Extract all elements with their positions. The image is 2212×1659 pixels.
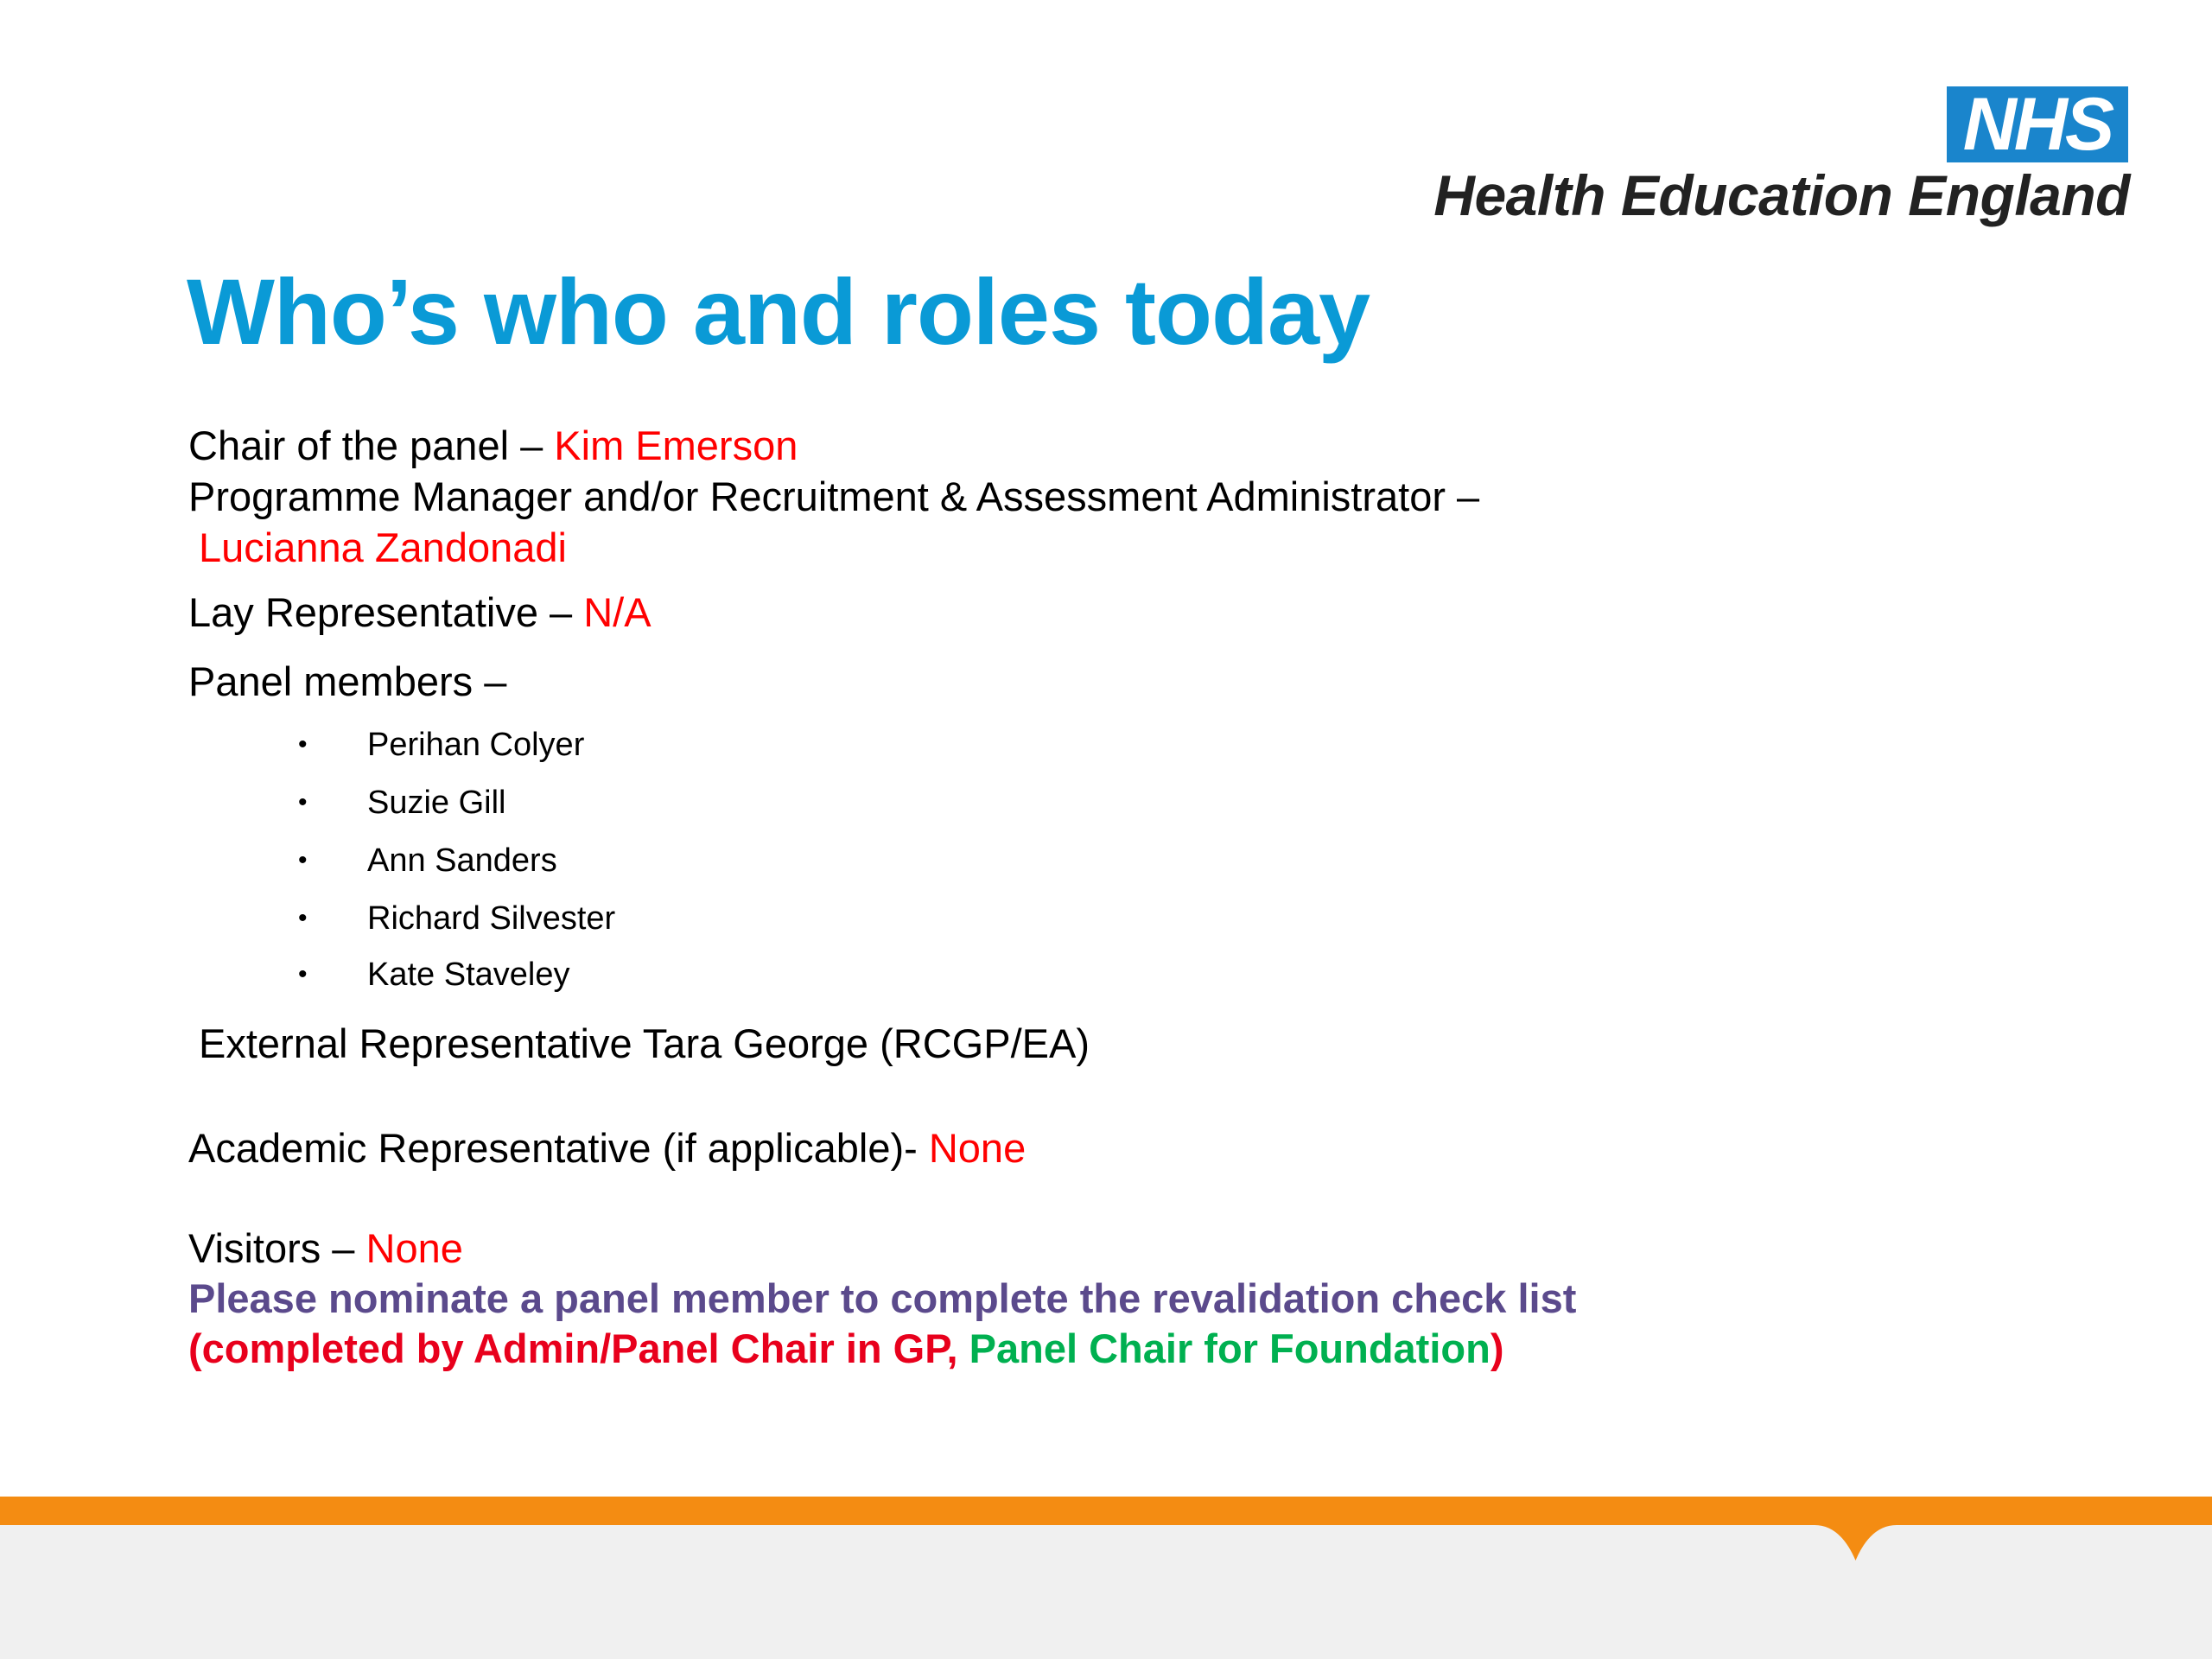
completion-note: (completed by Admin/Panel Chair in GP, P… (188, 1324, 1503, 1374)
orange-accent-bar (0, 1497, 2212, 1525)
member-name: Richard Silvester (367, 900, 616, 937)
completion-note-gp: (completed by Admin/Panel Chair in GP, (188, 1325, 969, 1371)
chair-line: Chair of the panel – Kim Emerson (188, 421, 798, 471)
page-title: Who’s who and roles today (187, 259, 1370, 364)
bullet-icon: • (298, 730, 308, 759)
chair-label: Chair of the panel – (188, 423, 555, 468)
lay-label: Lay Representative – (188, 589, 584, 635)
member-name: Suzie Gill (367, 785, 506, 821)
list-item: • Kate Staveley (0, 953, 864, 996)
list-item: • Richard Silvester (0, 897, 864, 940)
nomination-note: Please nominate a panel member to comple… (188, 1275, 1577, 1321)
member-name: Ann Sanders (367, 842, 557, 879)
visitors-line: Visitors – None (188, 1224, 463, 1274)
completion-note-foundation: Panel Chair for Foundation (969, 1325, 1491, 1371)
lay-line: Lay Representative – N/A (188, 588, 652, 638)
bar-notch-shape (1815, 1525, 1897, 1560)
academic-value: None (928, 1125, 1027, 1171)
visitors-value: None (365, 1225, 463, 1271)
chair-value: Kim Emerson (554, 423, 798, 468)
bullet-icon: • (298, 904, 308, 932)
list-item: • Suzie Gill (0, 781, 864, 824)
completion-note-close: ) (1490, 1325, 1504, 1371)
academic-label: Academic Representative (if applicable)- (188, 1125, 929, 1171)
panel-members-label: Panel members – (188, 658, 507, 704)
member-name: Kate Staveley (367, 957, 570, 993)
visitors-label: Visitors – (188, 1225, 366, 1271)
list-item: • Perihan Colyer (0, 723, 864, 766)
bullet-icon: • (298, 960, 308, 988)
external-representative: External Representative Tara George (RCG… (199, 1020, 1090, 1066)
programme-manager-label: Programme Manager and/or Recruitment & A… (188, 474, 1480, 519)
programme-manager-value: Lucianna Zandonadi (199, 524, 567, 570)
lay-value: N/A (583, 589, 652, 635)
bullet-icon: • (298, 788, 308, 817)
nhs-logo: NHS (1947, 86, 2128, 162)
footer-band (0, 1525, 2212, 1659)
list-item: • Ann Sanders (0, 839, 864, 882)
academic-line: Academic Representative (if applicable)-… (188, 1123, 1026, 1173)
organisation-name: Health Education England (1433, 163, 2130, 227)
bullet-icon: • (298, 846, 308, 874)
member-name: Perihan Colyer (367, 727, 585, 763)
